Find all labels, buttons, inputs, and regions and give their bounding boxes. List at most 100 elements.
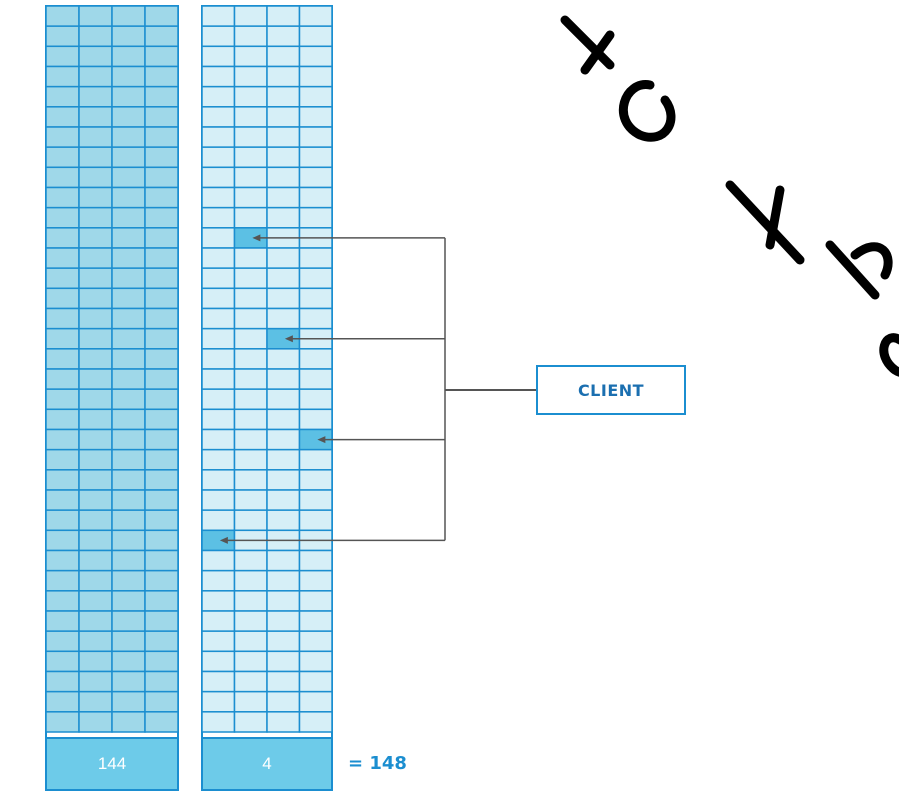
grid-cell [144, 186, 179, 209]
grid-cell [201, 106, 236, 128]
grid-cell [45, 348, 80, 370]
grid-cell [78, 267, 113, 290]
grid-cell [266, 65, 301, 88]
grid-cell [144, 408, 179, 431]
grid-cell [266, 590, 301, 612]
grid-cell [78, 610, 113, 632]
grid-cell [111, 388, 146, 411]
grid-cell [298, 206, 333, 229]
grid-cell [144, 267, 179, 290]
grid-cell [298, 166, 333, 189]
grid-cell [266, 45, 301, 68]
grid-cell [233, 650, 268, 673]
storage-column-right [201, 5, 333, 791]
grid-cell [111, 287, 146, 310]
grid-cell [233, 206, 268, 229]
grid-cell [144, 327, 179, 350]
grid-cell [111, 670, 146, 693]
grid-cell [298, 106, 333, 128]
grid-cell [266, 5, 301, 27]
grid-cell [45, 368, 80, 390]
grid-cell [201, 590, 236, 612]
grid-cell [111, 590, 146, 612]
grid-cell [266, 569, 301, 592]
grid-cell [201, 509, 236, 532]
grid-cell [78, 388, 113, 411]
grid-cell [78, 5, 113, 27]
grid-cell [45, 509, 80, 532]
grid-cell [201, 65, 236, 88]
grid-cell [233, 569, 268, 592]
grid-cell [45, 549, 80, 572]
grid-cell [298, 307, 333, 330]
grid-cell [266, 408, 301, 431]
grid-cell [298, 146, 333, 169]
grid-cell [45, 448, 80, 471]
grid-cell [233, 25, 268, 48]
grid-cell [233, 711, 268, 733]
column-right-count-bar [201, 737, 333, 791]
grid-cell [201, 287, 236, 310]
grid-cell [201, 650, 236, 673]
grid-cell [298, 186, 333, 209]
grid-cell [298, 509, 333, 532]
grid-cell [233, 469, 268, 491]
grid-cell [201, 711, 236, 733]
grid-cell [78, 549, 113, 572]
grid-cell [266, 186, 301, 209]
grid-cell [111, 45, 146, 68]
grid-cell [233, 610, 268, 632]
grid-cell [45, 690, 80, 713]
grid-cell [78, 590, 113, 612]
grid-cell [201, 186, 236, 209]
grid-cell [111, 307, 146, 330]
grid-cell [111, 489, 146, 511]
grid-cell [78, 509, 113, 532]
grid-cell [144, 569, 179, 592]
grid-cell [266, 428, 301, 451]
grid-cell [233, 489, 268, 511]
grid-cell [144, 106, 179, 128]
grid-cell [78, 489, 113, 511]
grid-cell [201, 428, 236, 451]
grid-cell [78, 630, 113, 653]
grid-cell [233, 549, 268, 572]
grid-cell [78, 166, 113, 189]
arrowhead [219, 536, 228, 544]
grid-cell [45, 307, 80, 330]
grid-cell [233, 690, 268, 713]
grid-cell [45, 186, 80, 209]
grid-cell [111, 247, 146, 269]
grid-cell [111, 5, 146, 27]
grid-cell [201, 549, 236, 572]
grid-cell [144, 348, 179, 370]
grid-cell [144, 690, 179, 713]
grid-cell [78, 408, 113, 431]
grid-cell [266, 85, 301, 108]
grid-cell [233, 630, 268, 653]
grid-cell [201, 368, 236, 390]
grid-cell [266, 388, 301, 411]
grid-cell [78, 25, 113, 48]
grid-cell [201, 227, 236, 249]
grid-cell [233, 126, 268, 148]
grid-cell [111, 610, 146, 632]
grid-cell [298, 448, 333, 471]
grid-cell [233, 307, 268, 330]
grid-cell [45, 388, 80, 411]
grid-cell [45, 670, 80, 693]
grid-cell [78, 146, 113, 169]
grid-cell [45, 85, 80, 108]
grid-cell [201, 630, 236, 653]
grid-cell [201, 327, 236, 350]
grid-cell [266, 670, 301, 693]
grid-cell [144, 549, 179, 572]
grid-cell [144, 388, 179, 411]
grid-cell [266, 711, 301, 733]
grid-cell [78, 650, 113, 673]
grid-cell [298, 247, 333, 269]
grid-cell [298, 408, 333, 431]
grid-cell [201, 610, 236, 632]
grid-cell [144, 650, 179, 673]
grid-cell [233, 85, 268, 108]
